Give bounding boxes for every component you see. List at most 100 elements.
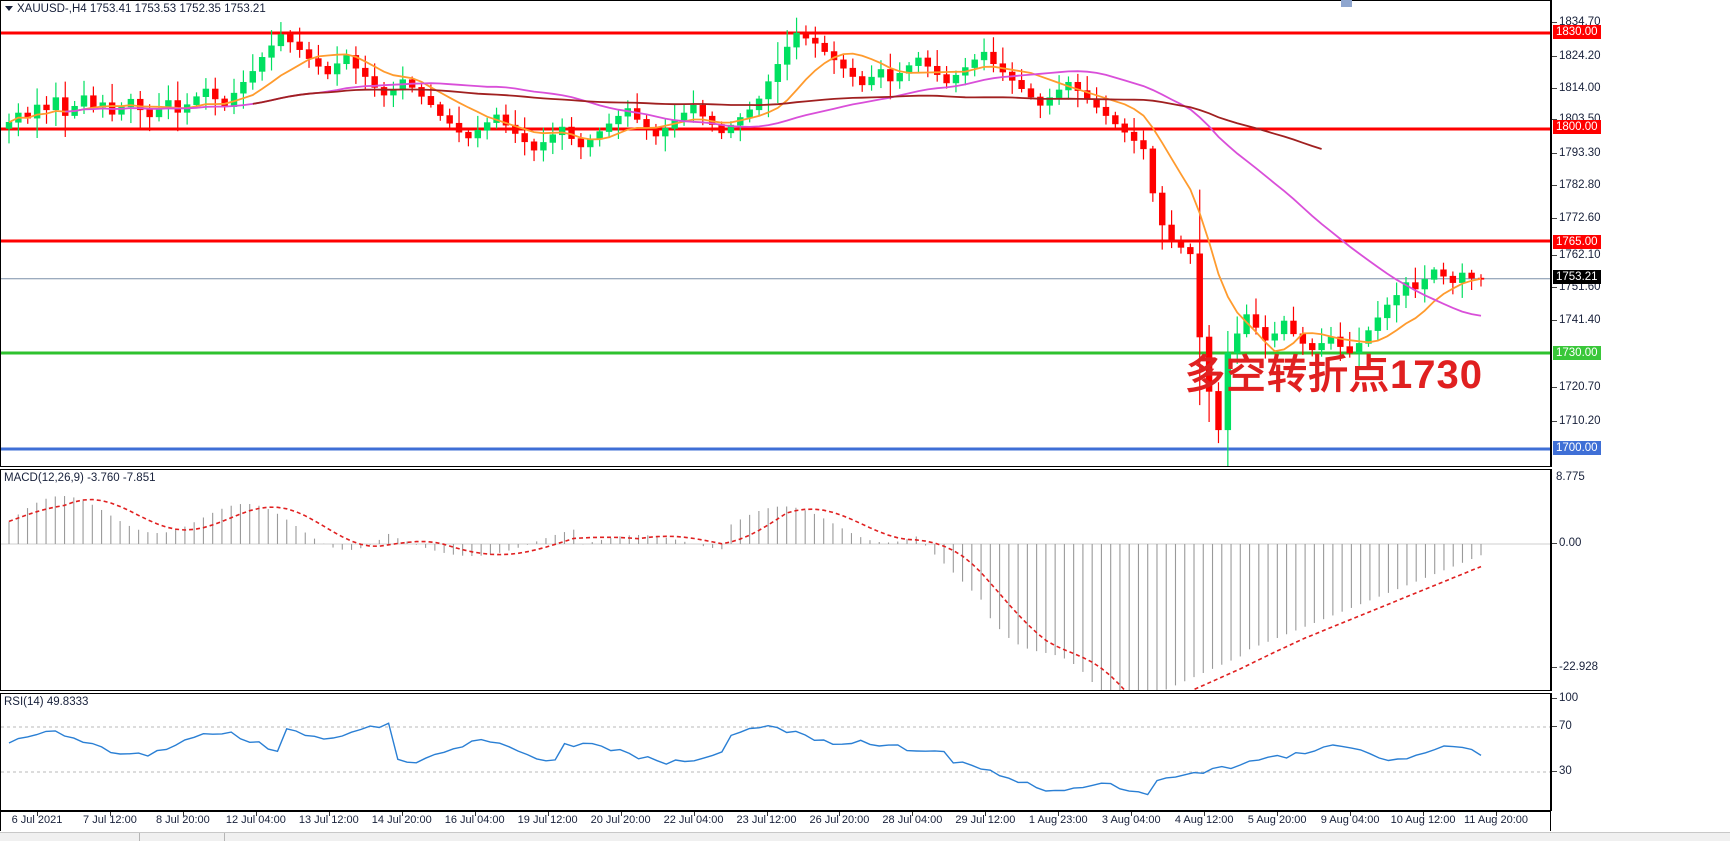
- price-level-badge[interactable]: 1800.00: [1553, 120, 1601, 134]
- candlestick[interactable]: [746, 109, 753, 118]
- candlestick[interactable]: [446, 115, 453, 124]
- candlestick[interactable]: [699, 105, 707, 117]
- candlestick[interactable]: [324, 65, 331, 75]
- candlestick[interactable]: [1459, 272, 1466, 283]
- candlestick[interactable]: [840, 59, 847, 69]
- candlestick[interactable]: [174, 100, 181, 113]
- candlestick[interactable]: [1374, 317, 1382, 331]
- candlestick[interactable]: [62, 97, 69, 116]
- rsi-canvas[interactable]: [1, 694, 1550, 810]
- candlestick[interactable]: [1130, 131, 1138, 141]
- taskbar-segment-right[interactable]: [225, 833, 1730, 841]
- candlestick[interactable]: [868, 76, 875, 86]
- candlestick[interactable]: [146, 109, 153, 118]
- candlestick[interactable]: [1196, 253, 1203, 338]
- candlestick[interactable]: [587, 138, 594, 148]
- candlestick[interactable]: [896, 73, 903, 82]
- candlestick[interactable]: [924, 57, 932, 67]
- candlestick[interactable]: [1318, 343, 1325, 351]
- taskbar-segment-left[interactable]: [0, 833, 140, 841]
- candlestick[interactable]: [1215, 391, 1222, 431]
- candlestick[interactable]: [437, 104, 444, 116]
- candlestick[interactable]: [971, 59, 978, 68]
- candlestick[interactable]: [793, 32, 800, 48]
- candlestick[interactable]: [980, 51, 988, 61]
- macd-canvas[interactable]: [1, 470, 1550, 690]
- candlestick[interactable]: [605, 123, 613, 132]
- candlestick[interactable]: [333, 63, 341, 75]
- candlestick[interactable]: [380, 87, 388, 96]
- candlestick[interactable]: [568, 126, 575, 139]
- candlestick[interactable]: [1074, 81, 1082, 91]
- candlestick[interactable]: [577, 138, 585, 148]
- candlestick[interactable]: [774, 64, 782, 82]
- candlestick[interactable]: [418, 87, 425, 97]
- candlestick[interactable]: [1346, 346, 1353, 354]
- candlestick[interactable]: [43, 104, 50, 111]
- candlestick[interactable]: [1187, 247, 1194, 255]
- candlestick[interactable]: [849, 67, 857, 77]
- candlestick[interactable]: [362, 67, 369, 77]
- candlestick[interactable]: [1468, 272, 1475, 279]
- candlestick[interactable]: [287, 34, 294, 43]
- candlestick[interactable]: [296, 41, 303, 50]
- candlestick[interactable]: [915, 57, 922, 66]
- candlestick[interactable]: [1027, 88, 1035, 98]
- rsi-value-axis[interactable]: 100 70 30: [1551, 692, 1730, 811]
- candlestick[interactable]: [1280, 320, 1288, 335]
- candlestick[interactable]: [1449, 275, 1457, 283]
- candlestick[interactable]: [549, 134, 557, 143]
- time-axis[interactable]: 6 Jul 2021 7 Jul 12:00 8 Jul 20:00 12 Jul 0…: [0, 811, 1551, 831]
- candlestick[interactable]: [512, 124, 519, 134]
- candlestick[interactable]: [952, 74, 960, 84]
- candlestick[interactable]: [821, 42, 828, 52]
- candlestick[interactable]: [1140, 140, 1147, 150]
- candlestick[interactable]: [474, 129, 481, 139]
- candlestick[interactable]: [343, 55, 350, 65]
- candlestick[interactable]: [680, 112, 688, 121]
- candlestick[interactable]: [80, 95, 88, 107]
- candlestick[interactable]: [662, 128, 669, 137]
- candlestick[interactable]: [1337, 336, 1344, 347]
- price-level-badge[interactable]: 1765.00: [1553, 235, 1601, 249]
- candlestick[interactable]: [933, 65, 941, 75]
- candlestick[interactable]: [1121, 123, 1128, 133]
- candlestick[interactable]: [1102, 106, 1110, 116]
- candlestick[interactable]: [1290, 320, 1297, 335]
- candlestick[interactable]: [887, 69, 894, 82]
- candlestick[interactable]: [1234, 333, 1241, 354]
- candlestick[interactable]: [483, 122, 491, 131]
- candlestick[interactable]: [315, 58, 322, 67]
- candlestick[interactable]: [1402, 282, 1410, 296]
- candlestick[interactable]: [783, 46, 791, 65]
- candlestick[interactable]: [1252, 314, 1260, 328]
- candlestick[interactable]: [390, 89, 397, 96]
- candlestick[interactable]: [1262, 327, 1269, 341]
- os-taskbar[interactable]: [0, 832, 1730, 841]
- candlestick[interactable]: [521, 133, 528, 143]
- candlestick[interactable]: [1055, 89, 1063, 98]
- price-level-badge[interactable]: 1700.00: [1553, 441, 1601, 455]
- candlestick[interactable]: [615, 115, 622, 125]
- candlestick[interactable]: [727, 124, 735, 134]
- candlestick[interactable]: [371, 76, 378, 88]
- candlestick[interactable]: [1271, 333, 1278, 341]
- candlestick[interactable]: [5, 121, 13, 129]
- price-chart-panel[interactable]: [0, 0, 1551, 467]
- candlestick[interactable]: [258, 57, 266, 72]
- candlestick[interactable]: [1309, 343, 1316, 351]
- candlestick[interactable]: [502, 114, 510, 126]
- candlestick[interactable]: [1384, 304, 1391, 319]
- caret-down-icon[interactable]: [5, 6, 13, 12]
- candlestick[interactable]: [812, 37, 819, 44]
- candlestick[interactable]: [877, 69, 885, 78]
- candlestick[interactable]: [90, 95, 97, 108]
- candlestick[interactable]: [427, 96, 435, 105]
- candlestick[interactable]: [268, 45, 275, 58]
- candlestick[interactable]: [277, 34, 285, 47]
- candlestick[interactable]: [127, 98, 135, 108]
- candlestick[interactable]: [240, 81, 247, 94]
- candlestick[interactable]: [1205, 336, 1213, 392]
- candlestick[interactable]: [352, 55, 360, 69]
- candlestick[interactable]: [202, 88, 210, 97]
